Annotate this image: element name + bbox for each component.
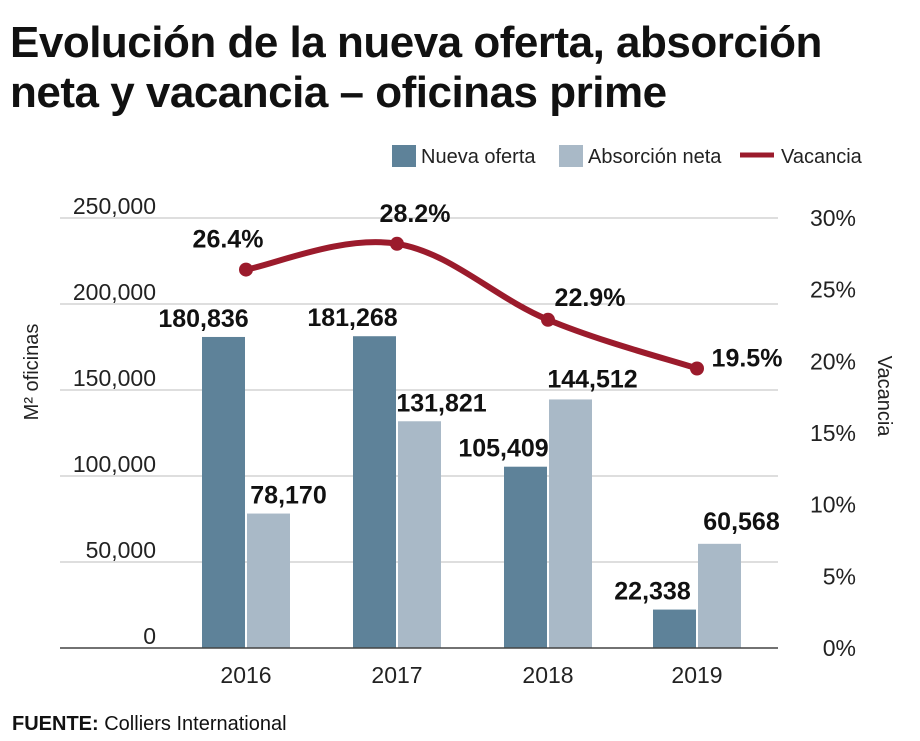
y-tick-label: 100,000 [73,451,156,477]
chart-title: Evolución de la nueva oferta, absorción … [10,18,822,117]
bars [202,336,741,648]
bar-nueva-oferta [202,336,245,648]
y-tick-label: 150,000 [73,365,156,391]
legend-swatch [559,145,583,167]
source-value: Colliers International [104,713,287,735]
x-tick-label: 2019 [671,662,722,688]
y2-tick-label: 25% [810,277,856,303]
bar-absorcion-neta [549,399,592,648]
vacancy-line [239,236,704,376]
bar-value-label: 105,409 [458,435,548,463]
y-tick-label: 0 [143,623,156,649]
x-tick-label: 2018 [522,662,573,688]
bar-value-label: 60,568 [703,508,780,536]
vacancy-value-label: 19.5% [712,345,783,373]
bar-value-label: 181,268 [307,304,397,332]
bar-absorcion-neta [698,543,741,648]
vacancy-point [541,312,555,327]
bar-value-label: 78,170 [250,482,326,510]
legend-swatch [392,145,416,167]
y2-tick-label: 15% [810,420,856,446]
axes: 0 50,000 100,000 150,000 200,000 250,000 0% 5% 1… [21,193,895,688]
y2-tick-label: 10% [810,492,856,518]
vacancy-value-label: 28.2% [380,200,451,228]
y2-tick-label: 5% [823,563,856,589]
source-note: FUENTE: Colliers International [12,713,287,736]
vacancy-point [690,361,704,376]
bar-value-label: 22,338 [614,578,691,606]
data-labels: 180,836 78,170 181,268 131,821 105,409 144,51… [158,200,782,606]
y-tick-label: 250,000 [73,193,156,219]
legend-label: Nueva oferta [421,146,536,168]
bar-nueva-oferta [353,336,396,648]
bar-value-label: 180,836 [158,305,248,333]
bar-nueva-oferta [504,466,547,648]
bar-value-label: 144,512 [547,365,637,393]
legend-label: Vacancia [781,146,863,168]
legend: Nueva oferta Absorción neta Vacancia [392,145,863,168]
bar-absorcion-neta [247,513,290,648]
y2-axis-title: Vacancia [873,356,895,438]
vacancy-point [239,262,253,277]
vacancy-point [390,236,404,251]
y2-tick-label: 0% [823,635,856,661]
vacancy-value-label: 26.4% [193,226,264,254]
bar-absorcion-neta [398,421,441,648]
vacancy-line-path [243,239,700,372]
x-tick-label: 2016 [220,662,271,688]
vacancy-value-label: 22.9% [555,284,626,312]
y2-tick-label: 20% [810,348,856,374]
source-label: FUENTE: [12,713,99,735]
x-tick-label: 2017 [371,662,422,688]
bar-value-label: 131,821 [396,389,486,417]
y-tick-label: 50,000 [86,537,156,563]
y-axis-title: M² oficinas [21,324,43,421]
legend-label: Absorción neta [588,146,722,168]
bar-nueva-oferta [653,609,696,648]
y-tick-label: 200,000 [73,279,156,305]
y2-tick-label: 30% [810,205,856,231]
